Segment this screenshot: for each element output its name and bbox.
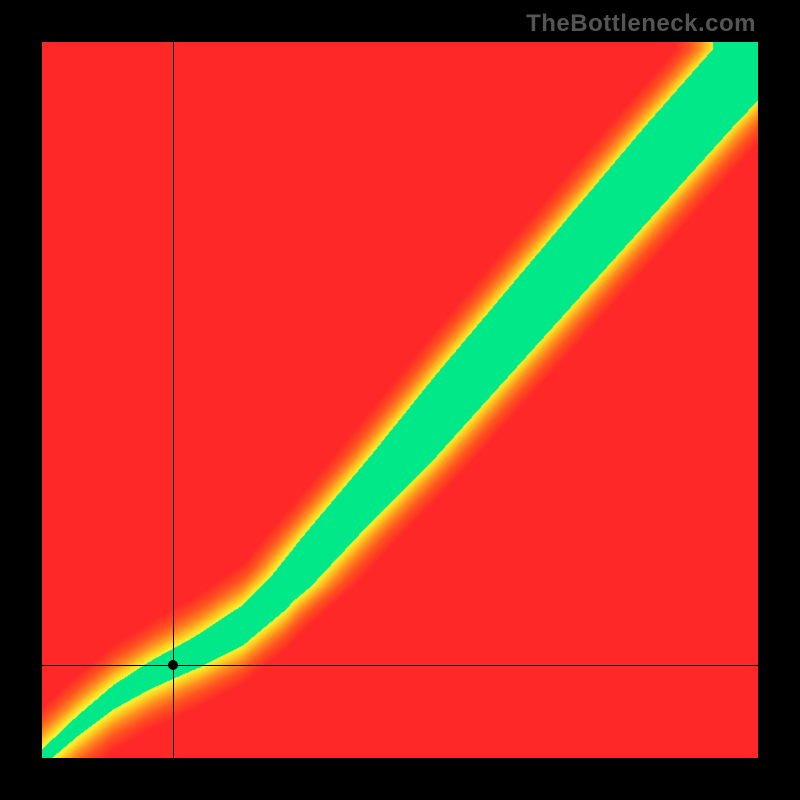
watermark-label: TheBottleneck.com bbox=[526, 10, 756, 38]
crosshair-marker bbox=[168, 660, 178, 670]
bottleneck-heatmap bbox=[42, 42, 758, 758]
crosshair-vertical bbox=[173, 42, 174, 758]
chart-container: TheBottleneck.com bbox=[0, 0, 800, 800]
crosshair-horizontal bbox=[42, 665, 758, 666]
